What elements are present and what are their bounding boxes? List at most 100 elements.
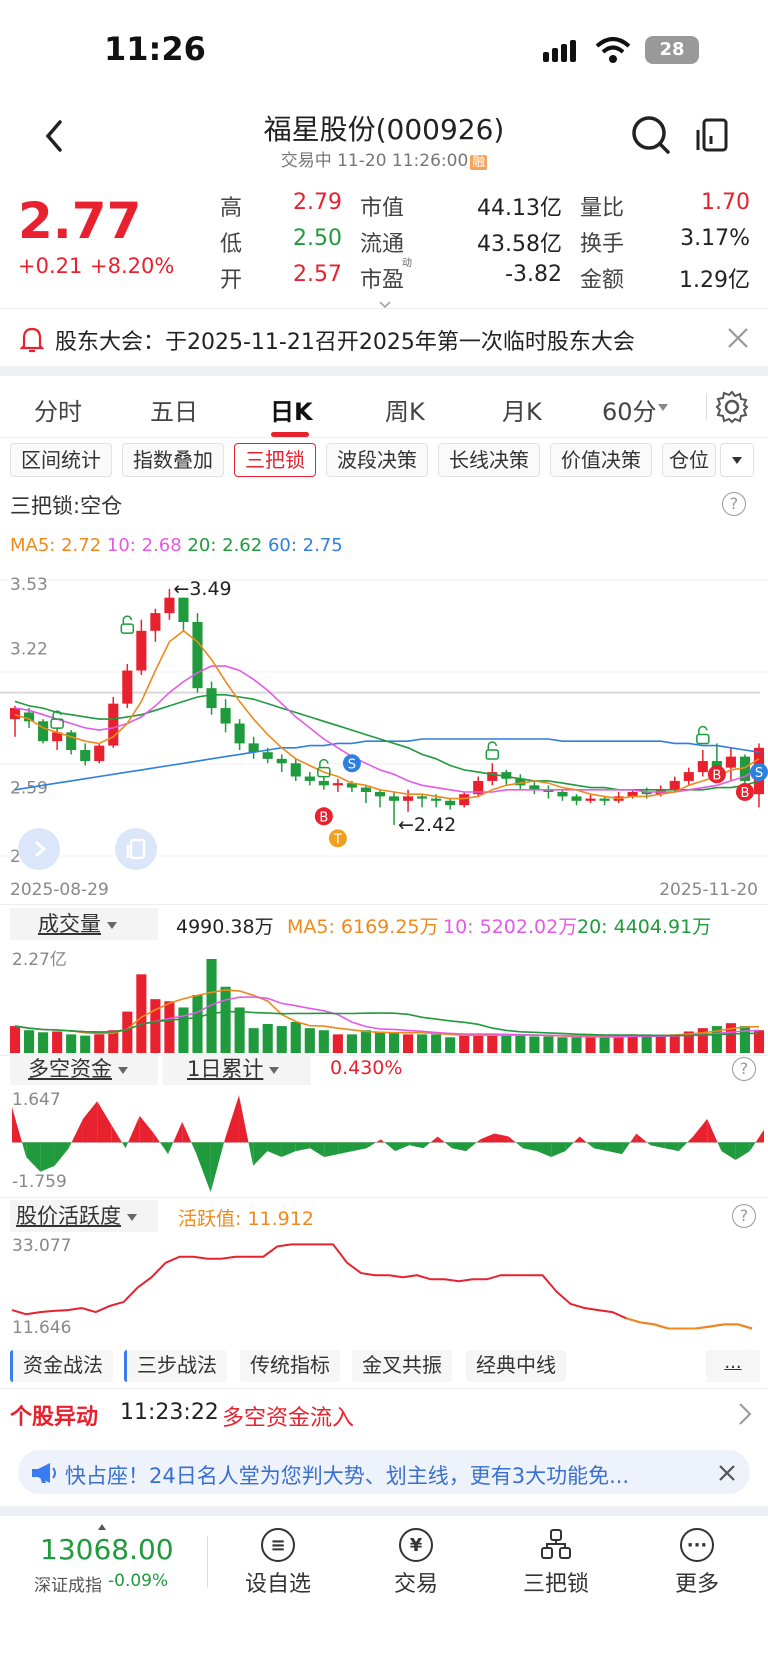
float-circle-button[interactable] <box>18 828 60 870</box>
down-candle <box>38 719 49 744</box>
flow-area <box>97 1101 112 1143</box>
chip-strategy-6[interactable]: 仓位 <box>662 443 716 477</box>
tab-period-0[interactable]: 分时 <box>34 398 82 426</box>
moneyflow-help-icon[interactable]: ? <box>732 1057 756 1081</box>
nav-watchlist[interactable]: ≡ 设自选 <box>228 1528 328 1598</box>
chip-strategy-4[interactable]: 长线决策 <box>438 443 540 477</box>
candle-body <box>515 778 526 786</box>
flow-area <box>128 1115 140 1143</box>
candle-body <box>431 798 442 801</box>
tab-period-4[interactable]: 月K <box>502 398 542 426</box>
moneyflow-chart[interactable] <box>0 1088 768 1203</box>
quote-label: 流通 <box>360 232 405 257</box>
activity-selector[interactable]: 股价活跃度 <box>10 1200 158 1232</box>
period-dropdown-icon[interactable] <box>658 404 668 411</box>
candle-body <box>557 791 568 797</box>
sub-tabs-more[interactable]: ... <box>706 1350 760 1382</box>
up-candle <box>332 778 343 792</box>
sub-tab-3[interactable]: 金叉共振 <box>352 1350 452 1382</box>
volume-bar <box>136 974 147 1053</box>
expand-chevron-icon[interactable] <box>378 295 392 314</box>
ma5-line <box>14 629 760 800</box>
search-icon[interactable] <box>630 114 672 160</box>
sub-tab-1[interactable]: 三步战法 <box>124 1350 227 1382</box>
sub-tab-2[interactable]: 传统指标 <box>240 1350 340 1382</box>
lock-body <box>50 718 64 729</box>
shareholder-notice[interactable]: 股东大会：于2025-11-21召开2025年第一次临时股东大会 <box>55 330 635 355</box>
volume-bar <box>599 1037 610 1053</box>
moneyflow-max-label: 1.647 <box>12 1090 61 1110</box>
quote-value: 44.13亿 <box>477 196 562 221</box>
flow-area <box>395 1142 410 1152</box>
sub-tab-4[interactable]: 经典中线 <box>466 1350 566 1382</box>
activity-help-icon[interactable]: ? <box>732 1204 756 1228</box>
chip-strategy-2[interactable]: 三把锁 <box>234 443 316 477</box>
moneyflow-selector[interactable]: 多空资金 <box>10 1053 158 1085</box>
lock-body <box>485 749 500 760</box>
page-title: 福星股份(000926) <box>263 113 505 146</box>
chip-strategy-5[interactable]: 价值决策 <box>550 443 652 477</box>
volume-bar <box>52 1031 63 1053</box>
sub-tab-0[interactable]: 资金战法 <box>10 1350 113 1382</box>
chip-strategy-0[interactable]: 区间统计 <box>10 443 112 477</box>
vol-ma20-legend: 20: 4404.91万 <box>577 916 712 938</box>
chip-more-dropdown[interactable] <box>720 443 754 477</box>
flow-area <box>646 1142 651 1146</box>
ma10-line <box>14 665 760 793</box>
flow-area <box>253 1142 268 1166</box>
volume-chart[interactable] <box>0 945 768 1055</box>
down-candle <box>276 754 287 773</box>
float-panel-button[interactable] <box>115 828 157 870</box>
back-arrow-icon[interactable] <box>42 118 66 158</box>
flow-area <box>22 1142 27 1158</box>
settings-gear-icon[interactable] <box>715 390 749 428</box>
sell-badge: S <box>342 754 361 773</box>
tab-period-2[interactable]: 日K <box>270 398 313 426</box>
volume-bar <box>417 1034 428 1053</box>
candle-body <box>304 776 315 781</box>
chip-strategy-1[interactable]: 指数叠加 <box>122 443 224 477</box>
quote-value: 1.70 <box>701 190 750 215</box>
price-change: +0.21 <box>18 254 83 278</box>
close-promo-icon[interactable] <box>718 1464 736 1486</box>
up-candle <box>473 776 484 797</box>
down-candle <box>178 597 189 631</box>
volume-selector[interactable]: 成交量 <box>10 908 158 940</box>
nav-three-locks[interactable]: 三把锁 <box>506 1528 606 1598</box>
battery-icon: 28 <box>645 36 699 64</box>
nav-trade[interactable]: ¥ 交易 <box>366 1528 466 1598</box>
flow-area <box>494 1133 509 1143</box>
volume-bar <box>669 1034 680 1053</box>
lock-help-icon[interactable]: ? <box>722 492 746 516</box>
margin-badge: 融 <box>470 155 488 170</box>
tab-period-1[interactable]: 五日 <box>150 398 198 426</box>
activity-chart[interactable] <box>0 1232 768 1347</box>
index-value[interactable]: 13068.00 <box>40 1533 174 1566</box>
tab-period-5[interactable]: 60分 <box>602 398 657 426</box>
tab-period-3[interactable]: 周K <box>385 398 425 426</box>
moneyflow-mode-selector[interactable]: 1日累计 <box>163 1053 311 1085</box>
close-notice-icon[interactable] <box>726 326 750 354</box>
promo-banner[interactable] <box>18 1450 750 1494</box>
alert-text[interactable]: 多空资金流入 <box>222 1406 355 1431</box>
flow-area <box>352 1142 367 1152</box>
quote-label: 换手 <box>580 232 625 257</box>
x-end-label: 2025-11-20 <box>659 880 758 900</box>
volume-bar <box>346 1034 357 1053</box>
flow-area <box>40 1142 55 1172</box>
quote-label: 市盈 <box>360 268 405 293</box>
signal-letter: S <box>348 757 356 772</box>
nav-more[interactable]: ··· 更多 <box>647 1528 747 1598</box>
flow-area <box>678 1142 688 1152</box>
down-candle <box>529 780 540 795</box>
flow-area <box>224 1139 225 1143</box>
share-icon[interactable] <box>694 116 730 158</box>
candle-body <box>388 796 400 801</box>
up-candle <box>9 705 21 737</box>
flow-area <box>324 1142 339 1158</box>
chip-strategy-3[interactable]: 波段决策 <box>326 443 428 477</box>
down-candle <box>66 730 77 755</box>
alert-chevron-icon[interactable] <box>738 1402 752 1430</box>
candle-body <box>739 756 750 781</box>
